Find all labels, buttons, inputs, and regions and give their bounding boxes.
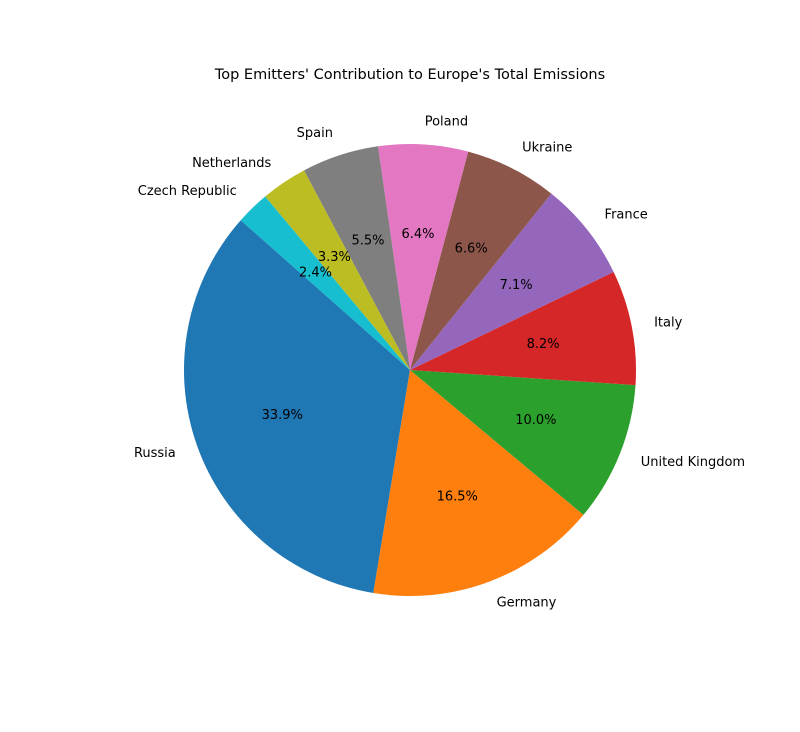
slice-label-poland: Poland [425,114,468,129]
slice-label-czech-republic: Czech Republic [138,184,237,199]
slice-label-russia: Russia [134,446,176,461]
pie-slice-france [410,193,614,370]
slice-label-france: France [605,208,648,223]
slice-labels: Russia Germany United Kingdom Italy France Uk… [134,114,745,610]
pie-slice-italy [410,271,636,386]
pct-label-ukraine: 6.6% [455,241,488,256]
pie-slice-ukraine [410,151,552,370]
pct-label-germany: 16.5% [437,490,478,505]
slice-label-germany: Germany [497,596,557,611]
pie-slices [184,144,636,597]
pct-label-russia: 33.9% [262,408,303,423]
pie-slice-netherlands [265,170,410,370]
pct-label-france: 7.1% [500,278,533,293]
pct-label-italy: 8.2% [527,337,560,352]
slice-label-united-kingdom: United Kingdom [641,455,745,470]
pct-label-poland: 6.4% [402,227,435,242]
slice-label-spain: Spain [297,126,333,141]
pie-slice-russia [184,220,410,594]
slice-label-netherlands: Netherlands [192,156,271,171]
chart-title: Top Emitters' Contribution to Europe's T… [214,67,605,83]
slice-label-italy: Italy [654,315,683,330]
pie-slice-spain [304,146,410,370]
pie-slice-czech-republic [240,196,410,370]
pct-label-spain: 5.5% [351,234,384,249]
pct-label-czech-republic: 2.4% [299,265,332,280]
pie-slice-united-kingdom [410,370,636,515]
slice-label-ukraine: Ukraine [522,141,572,156]
pct-label-netherlands: 3.3% [318,250,351,265]
percentage-labels: 33.9% 16.5% 10.0% 8.2% 7.1% 6.6% 6.4% 5.5%3.3%2… [262,227,560,504]
pct-label-united-kingdom: 10.0% [515,413,556,428]
pie-slice-germany [373,370,584,597]
pie-slice-poland [378,144,469,370]
